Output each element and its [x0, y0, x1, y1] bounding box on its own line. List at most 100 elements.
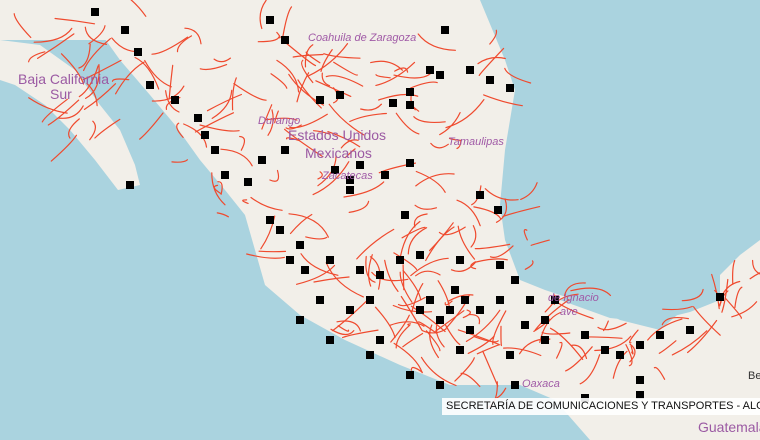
- station-marker[interactable]: [511, 276, 519, 284]
- station-marker[interactable]: [376, 336, 384, 344]
- station-marker[interactable]: [356, 266, 364, 274]
- station-marker[interactable]: [211, 146, 219, 154]
- station-marker[interactable]: [406, 371, 414, 379]
- station-marker[interactable]: [636, 341, 644, 349]
- station-marker[interactable]: [356, 161, 364, 169]
- station-marker[interactable]: [456, 346, 464, 354]
- station-marker[interactable]: [636, 376, 644, 384]
- road-segment: [724, 297, 742, 319]
- station-marker[interactable]: [486, 76, 494, 84]
- station-marker[interactable]: [281, 146, 289, 154]
- station-marker[interactable]: [441, 26, 449, 34]
- station-marker[interactable]: [316, 96, 324, 104]
- station-marker[interactable]: [581, 331, 589, 339]
- station-marker[interactable]: [146, 81, 154, 89]
- station-marker[interactable]: [436, 71, 444, 79]
- station-marker[interactable]: [266, 16, 274, 24]
- station-marker[interactable]: [506, 351, 514, 359]
- road-segment: [368, 254, 373, 287]
- station-marker[interactable]: [494, 206, 502, 214]
- road-segment: [524, 260, 534, 270]
- station-marker[interactable]: [121, 26, 129, 34]
- road-segment: [41, 98, 68, 123]
- station-marker[interactable]: [258, 156, 266, 164]
- station-marker[interactable]: [301, 266, 309, 274]
- station-marker[interactable]: [636, 391, 644, 399]
- road-segment: [264, 117, 298, 121]
- road-segment: [211, 172, 226, 206]
- station-marker[interactable]: [426, 66, 434, 74]
- road-segment: [687, 319, 718, 354]
- station-marker[interactable]: [91, 8, 99, 16]
- station-marker[interactable]: [366, 351, 374, 359]
- station-marker[interactable]: [541, 336, 549, 344]
- station-marker[interactable]: [656, 331, 664, 339]
- station-marker[interactable]: [476, 306, 484, 314]
- station-marker[interactable]: [221, 171, 229, 179]
- station-marker[interactable]: [551, 296, 559, 304]
- station-marker[interactable]: [389, 99, 397, 107]
- station-marker[interactable]: [496, 261, 504, 269]
- station-marker[interactable]: [331, 166, 339, 174]
- road-segment: [250, 196, 283, 211]
- station-marker[interactable]: [446, 306, 454, 314]
- road-segment: [693, 306, 721, 336]
- station-marker[interactable]: [171, 96, 179, 104]
- station-marker[interactable]: [476, 191, 484, 199]
- station-marker[interactable]: [461, 296, 469, 304]
- station-marker[interactable]: [526, 296, 534, 304]
- station-marker[interactable]: [276, 226, 284, 234]
- road-segment: [602, 320, 609, 332]
- station-marker[interactable]: [436, 381, 444, 389]
- station-marker[interactable]: [406, 88, 414, 96]
- station-marker[interactable]: [521, 321, 529, 329]
- road-segment: [445, 99, 485, 129]
- station-marker[interactable]: [401, 211, 409, 219]
- station-marker[interactable]: [326, 336, 334, 344]
- station-marker[interactable]: [436, 316, 444, 324]
- station-marker[interactable]: [281, 36, 289, 44]
- station-marker[interactable]: [506, 84, 514, 92]
- station-marker[interactable]: [426, 296, 434, 304]
- station-marker[interactable]: [201, 131, 209, 139]
- station-marker[interactable]: [406, 159, 414, 167]
- station-marker[interactable]: [376, 271, 384, 279]
- station-marker[interactable]: [134, 48, 142, 56]
- station-marker[interactable]: [496, 296, 504, 304]
- station-marker[interactable]: [326, 256, 334, 264]
- station-marker[interactable]: [601, 346, 609, 354]
- station-marker[interactable]: [266, 216, 274, 224]
- station-marker[interactable]: [466, 66, 474, 74]
- station-marker[interactable]: [346, 186, 354, 194]
- station-marker[interactable]: [316, 296, 324, 304]
- station-marker[interactable]: [396, 256, 404, 264]
- station-marker[interactable]: [381, 171, 389, 179]
- road-segment: [165, 90, 180, 113]
- station-marker[interactable]: [541, 316, 549, 324]
- gulf-water: [560, 255, 720, 322]
- station-marker[interactable]: [336, 91, 344, 99]
- station-marker[interactable]: [244, 178, 252, 186]
- station-marker[interactable]: [286, 256, 294, 264]
- station-marker[interactable]: [366, 296, 374, 304]
- station-marker[interactable]: [716, 293, 724, 301]
- station-marker[interactable]: [296, 241, 304, 249]
- station-marker[interactable]: [406, 101, 414, 109]
- station-marker[interactable]: [126, 181, 134, 189]
- station-marker[interactable]: [466, 326, 474, 334]
- station-marker[interactable]: [451, 286, 459, 294]
- station-marker[interactable]: [416, 251, 424, 259]
- station-marker[interactable]: [416, 306, 424, 314]
- station-marker[interactable]: [616, 351, 624, 359]
- road-segment: [661, 316, 689, 326]
- road-segment: [344, 148, 356, 159]
- station-marker[interactable]: [346, 176, 354, 184]
- station-marker[interactable]: [456, 256, 464, 264]
- station-marker[interactable]: [194, 114, 202, 122]
- station-marker[interactable]: [511, 381, 519, 389]
- label-tamaulipas: Tamaulipas: [448, 136, 504, 148]
- station-marker[interactable]: [296, 316, 304, 324]
- station-marker[interactable]: [346, 306, 354, 314]
- station-marker[interactable]: [686, 326, 694, 334]
